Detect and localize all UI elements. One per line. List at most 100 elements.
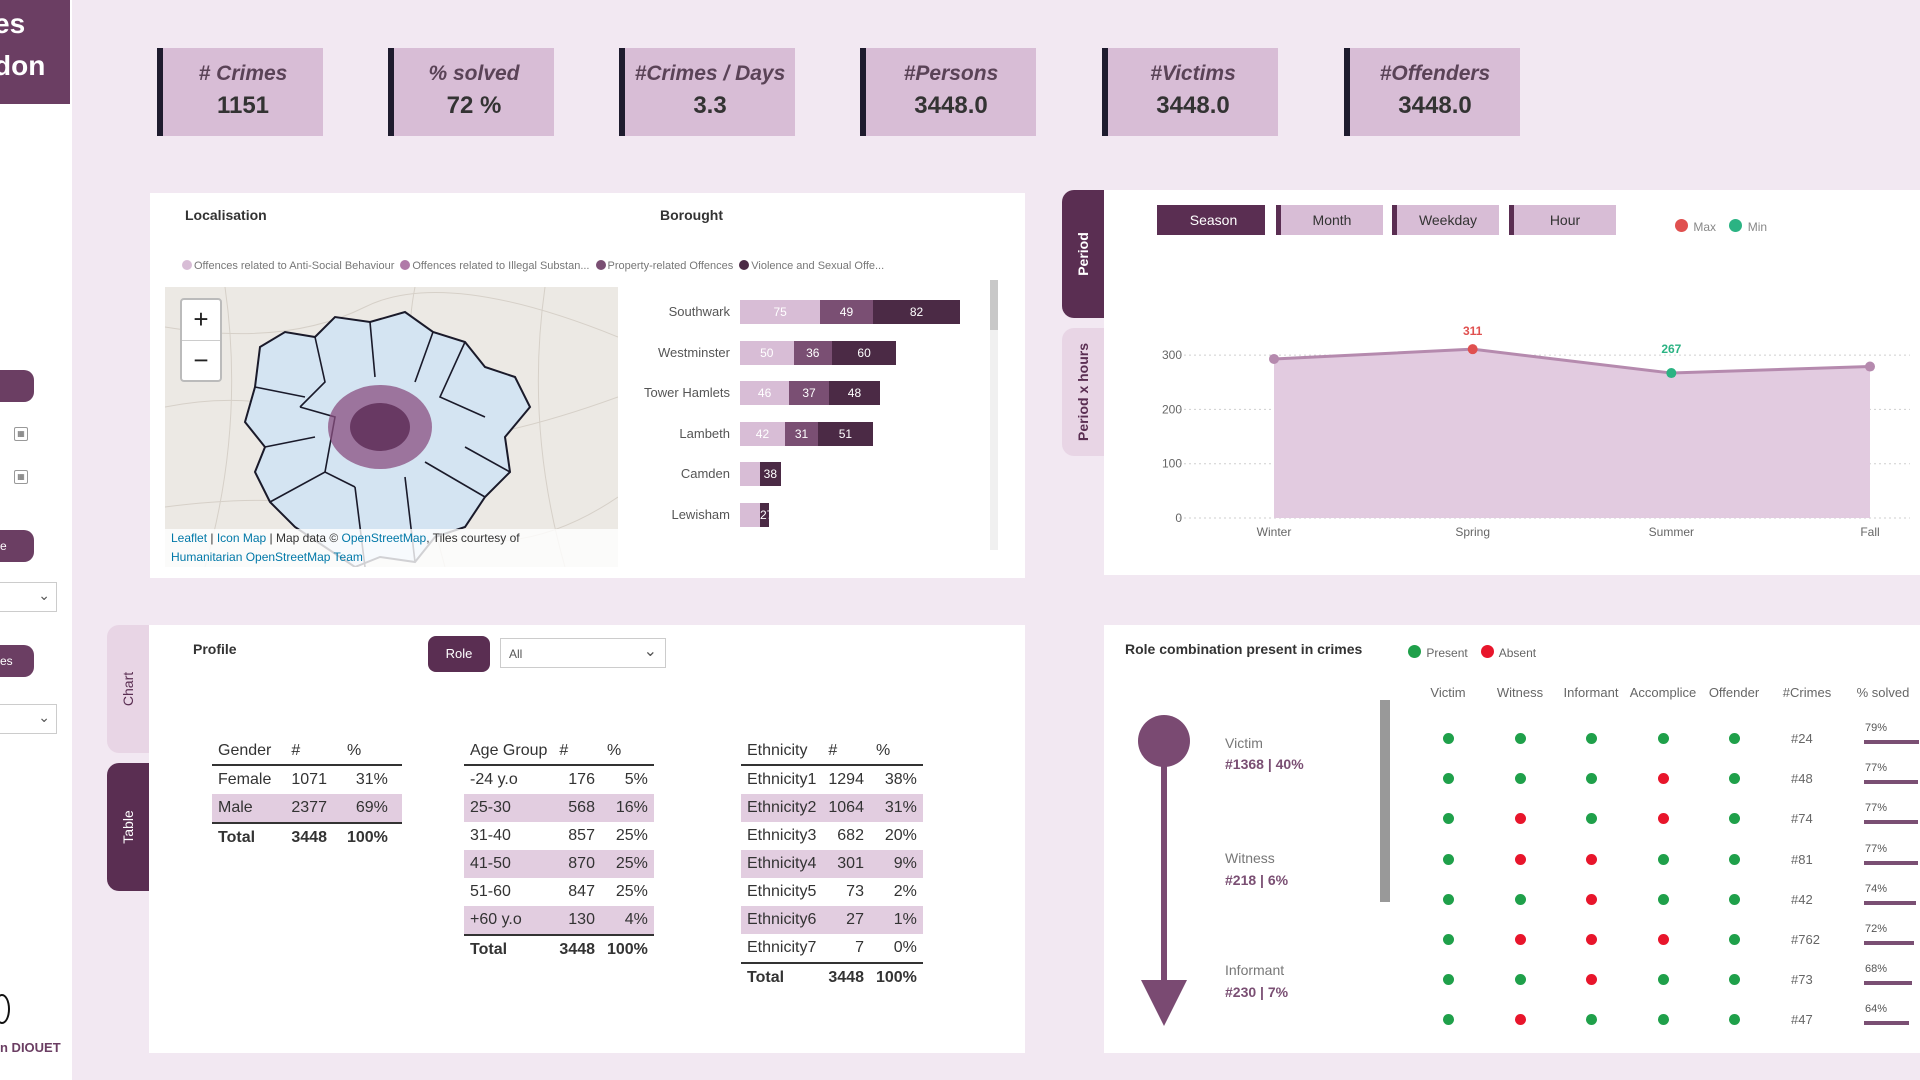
borough-row[interactable]: Lambeth 42 31 51 <box>620 421 1000 446</box>
sidebar-filter-button[interactable] <box>0 370 34 402</box>
borough-bar-segment[interactable]: 50 <box>740 340 794 365</box>
borough-bar-segment[interactable] <box>740 462 760 486</box>
zoom-out-button[interactable]: − <box>193 345 209 375</box>
legend-item[interactable]: Violence and Sexual Offe... <box>739 260 884 272</box>
sidebar-button-3[interactable]: es <box>0 645 34 677</box>
borough-bar-segment[interactable]: 38 <box>760 462 781 486</box>
table-row[interactable]: Male 2377 69% <box>212 794 402 823</box>
borough-row[interactable]: Lewisham 27 <box>620 502 1000 527</box>
column-header[interactable]: % <box>600 738 654 766</box>
borough-bar-segment[interactable]: 51 <box>818 421 873 446</box>
borough-bar-segment[interactable]: 36 <box>793 340 833 365</box>
matrix-row[interactable]: #24 79% <box>1400 722 1920 748</box>
borough-bar-segment[interactable]: 46 <box>740 381 790 405</box>
data-point[interactable] <box>1467 344 1478 355</box>
matrix-row[interactable]: #762 72% <box>1400 923 1920 949</box>
absent-dot <box>1515 813 1526 825</box>
table-row[interactable]: Ethnicity2 1064 31% <box>741 794 923 822</box>
table-row[interactable]: -24 y.o 176 5% <box>464 765 654 794</box>
borough-bar-segment[interactable]: 27 <box>760 502 773 527</box>
sidebar-dropdown-2[interactable]: ⌄ <box>0 704 57 734</box>
matrix-column-header[interactable]: % solved <box>1856 685 1910 700</box>
matrix-column-header[interactable]: #Crimes <box>1782 685 1832 700</box>
table-row[interactable]: Ethnicity3 682 20% <box>741 822 923 850</box>
data-point[interactable] <box>1269 353 1279 364</box>
borough-bar-segment[interactable] <box>740 502 760 527</box>
legend-item[interactable]: Offences related to Anti-Social Behaviou… <box>182 260 394 272</box>
borough-bar-segment[interactable]: 82 <box>872 300 961 324</box>
borough-bar-segment[interactable]: 75 <box>740 300 821 324</box>
table-row[interactable]: Ethnicity5 73 2% <box>741 878 923 906</box>
borough-bar-segment[interactable]: 42 <box>740 421 785 446</box>
segment-weekday[interactable]: Weekday <box>1392 205 1499 235</box>
column-header[interactable]: Ethnicity <box>741 738 823 766</box>
data-point[interactable] <box>1666 368 1677 379</box>
sidebar-button-2[interactable]: e <box>0 530 34 562</box>
borough-row[interactable]: Camden 38 <box>620 462 1000 486</box>
table-row[interactable]: 25-30 568 16% <box>464 794 654 822</box>
tab-period-hours[interactable]: Period x hours <box>1062 328 1104 456</box>
column-header[interactable]: # <box>553 738 601 766</box>
data-point[interactable] <box>1865 361 1875 372</box>
column-header[interactable]: % <box>340 738 402 766</box>
segment-hour[interactable]: Hour <box>1509 205 1616 235</box>
column-header[interactable]: Gender <box>212 738 286 766</box>
kpi-value: 3448.0 <box>1398 92 1472 119</box>
borough-bar-value: 42 <box>755 426 770 441</box>
tab-period[interactable]: Period <box>1062 190 1104 318</box>
column-header[interactable]: % <box>869 738 923 766</box>
present-dot <box>1729 733 1740 744</box>
column-header[interactable]: # <box>285 738 341 766</box>
borough-bar-segment[interactable]: 49 <box>820 300 873 324</box>
london-map[interactable]: Leaflet | Icon Map | Map data © OpenStre… <box>165 287 618 567</box>
matrix-row[interactable]: #74 77% <box>1400 802 1920 828</box>
table-row[interactable]: Ethnicity7 7 0% <box>741 934 923 963</box>
table-row[interactable]: 41-50 870 25% <box>464 850 654 878</box>
borough-row[interactable]: Tower Hamlets 46 37 48 <box>620 381 1000 405</box>
column-header[interactable]: # <box>822 738 870 766</box>
borough-bar-segment[interactable]: 31 <box>784 421 819 446</box>
table-row[interactable]: Ethnicity4 301 9% <box>741 850 923 878</box>
borough-row[interactable]: Southwark 75 49 82 <box>620 300 1000 324</box>
table-row[interactable]: +60 y.o 130 4% <box>464 906 654 935</box>
matrix-row[interactable]: #48 77% <box>1400 762 1920 788</box>
matrix-column-header[interactable]: Accomplice <box>1629 685 1697 700</box>
tab-chart[interactable]: Chart <box>107 625 149 753</box>
matrix-column-header[interactable]: Offender <box>1708 685 1760 700</box>
borough-row[interactable]: Westminster 50 36 60 <box>620 340 1000 365</box>
matrix-row[interactable]: #42 74% <box>1400 883 1920 909</box>
borough-scrollbar-track[interactable] <box>990 280 998 550</box>
matrix-row[interactable]: #47 64% <box>1400 1003 1920 1029</box>
attribution-osm-link[interactable]: OpenStreetMap <box>341 531 427 545</box>
legend-item[interactable]: Offences related to Illegal Substan... <box>400 260 590 272</box>
matrix-column-header[interactable]: Informant <box>1563 685 1619 700</box>
borough-bar-segment[interactable]: 48 <box>828 381 881 405</box>
matrix-row[interactable]: #81 77% <box>1400 843 1920 869</box>
matrix-column-header[interactable]: Victim <box>1430 685 1466 700</box>
legend-item[interactable]: Property-related Offences <box>595 260 733 272</box>
author-credit: n DIOUET <box>0 1040 61 1055</box>
borough-bar-segment[interactable]: 60 <box>832 340 897 365</box>
calendar-icon[interactable]: ▦ <box>14 427 28 441</box>
zoom-in-button[interactable]: + <box>182 300 220 341</box>
table-row[interactable]: 51-60 847 25% <box>464 878 654 906</box>
column-header[interactable]: Age Group <box>464 738 554 766</box>
table-row[interactable]: Ethnicity1 1294 38% <box>741 765 923 794</box>
segment-month[interactable]: Month <box>1276 205 1383 235</box>
tab-table[interactable]: Table <box>107 763 149 891</box>
calendar-icon[interactable]: ▦ <box>14 470 28 484</box>
role-dropdown[interactable]: All ⌄ <box>500 638 666 668</box>
table-row[interactable]: Ethnicity6 27 1% <box>741 906 923 934</box>
attribution-hot-link[interactable]: Humanitarian OpenStreetMap Team <box>171 550 363 564</box>
table-row[interactable]: 31-40 857 25% <box>464 822 654 850</box>
matrix-column-header[interactable]: Witness <box>1496 685 1544 700</box>
sidebar-dropdown-1[interactable]: ⌄ <box>0 582 57 612</box>
attribution-leaflet-link[interactable]: Leaflet <box>171 531 208 545</box>
role-scrollbar[interactable] <box>1380 700 1390 902</box>
attribution-iconmap-link[interactable]: Icon Map <box>216 531 267 545</box>
borough-bar-segment[interactable]: 37 <box>789 381 829 405</box>
segment-season[interactable]: Season <box>1157 205 1265 235</box>
table-row[interactable]: Female 1071 31% <box>212 765 402 794</box>
borough-scrollbar-thumb[interactable] <box>990 280 998 330</box>
matrix-row[interactable]: #73 68% <box>1400 963 1920 989</box>
